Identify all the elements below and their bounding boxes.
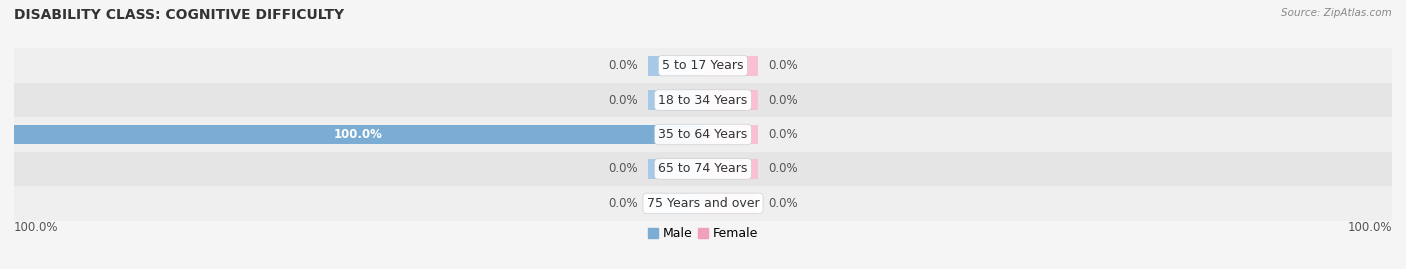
Bar [703,56,758,76]
Text: 0.0%: 0.0% [607,59,637,72]
Text: 100.0%: 100.0% [1347,221,1392,234]
Text: 0.0%: 0.0% [769,197,799,210]
Bar [703,125,758,144]
Text: 18 to 34 Years: 18 to 34 Years [658,94,748,107]
Bar [14,48,1392,83]
Text: 0.0%: 0.0% [769,162,799,175]
Bar [703,159,758,179]
Bar [14,117,1392,152]
Bar [14,152,1392,186]
Text: 75 Years and over: 75 Years and over [647,197,759,210]
Bar [648,193,703,213]
Bar [648,56,703,76]
Text: 0.0%: 0.0% [607,162,637,175]
Text: Source: ZipAtlas.com: Source: ZipAtlas.com [1281,8,1392,18]
Text: DISABILITY CLASS: COGNITIVE DIFFICULTY: DISABILITY CLASS: COGNITIVE DIFFICULTY [14,8,344,22]
Text: 0.0%: 0.0% [769,59,799,72]
Text: 0.0%: 0.0% [607,197,637,210]
Text: 35 to 64 Years: 35 to 64 Years [658,128,748,141]
Bar [14,83,1392,117]
Legend: Male, Female: Male, Female [643,222,763,245]
Bar [648,159,703,179]
Text: 0.0%: 0.0% [769,128,799,141]
Bar [703,90,758,110]
Text: 0.0%: 0.0% [607,94,637,107]
Text: 100.0%: 100.0% [14,221,59,234]
Text: 65 to 74 Years: 65 to 74 Years [658,162,748,175]
Bar [14,125,703,144]
Text: 5 to 17 Years: 5 to 17 Years [662,59,744,72]
Bar [14,186,1392,221]
Bar [648,90,703,110]
Text: 100.0%: 100.0% [335,128,382,141]
Bar [703,193,758,213]
Text: 0.0%: 0.0% [769,94,799,107]
